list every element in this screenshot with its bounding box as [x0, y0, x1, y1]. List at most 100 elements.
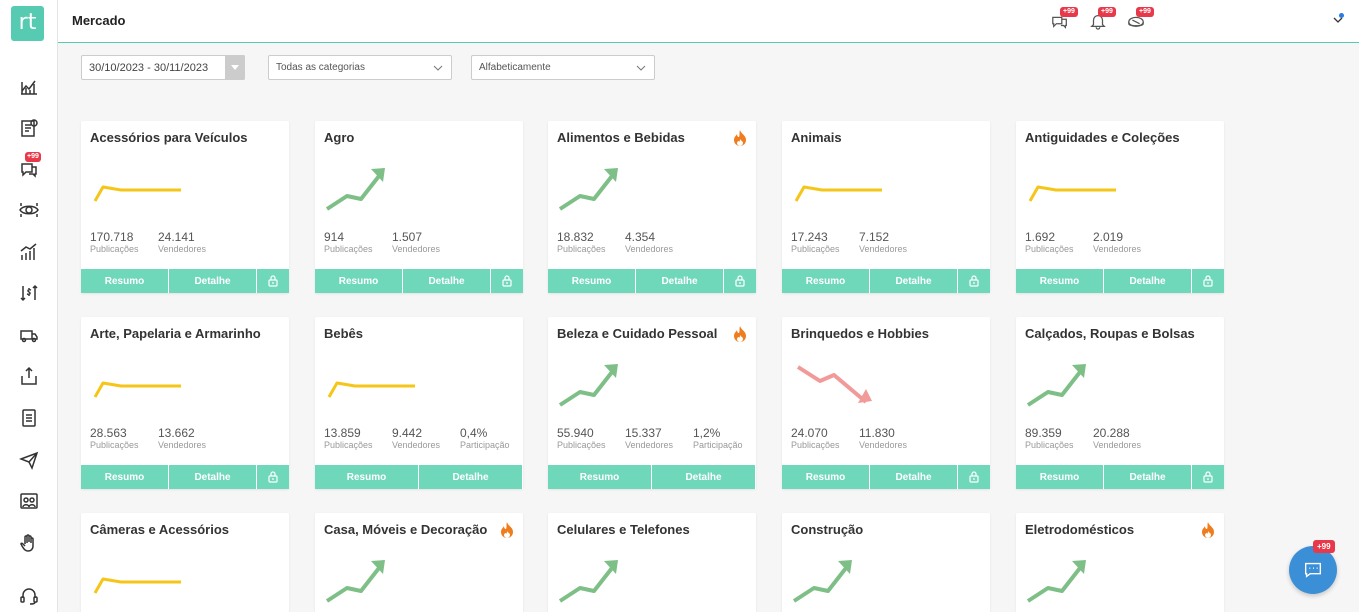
detalhe-button[interactable]: Detalhe: [169, 269, 257, 293]
nav-eye-icon[interactable]: [17, 198, 41, 222]
publicacoes-label: Publicações: [324, 440, 373, 450]
trend-arrowhead: [838, 560, 852, 574]
category-card: Celulares e Telefones: [548, 513, 756, 612]
category-card: Bebês 13.859 Publicações 9.442: [315, 317, 523, 489]
lock-button[interactable]: [724, 269, 756, 293]
lock-button[interactable]: [958, 465, 990, 489]
publicacoes-label: Publicações: [90, 440, 139, 450]
category-card: Agro 914 Publicações 1.507: [315, 121, 523, 293]
category-stats: 89.359 Publicações 20.288 Vendedores: [1025, 426, 1161, 451]
chat-fab-badge: +99: [1313, 540, 1335, 553]
app-logo[interactable]: rt: [11, 6, 44, 41]
nav-document-icon[interactable]: [17, 406, 41, 430]
publicacoes-stat: 170.718 Publicações: [90, 230, 158, 255]
category-stats: 24.070 Publicações 11.830 Vendedores: [791, 427, 927, 451]
nav-money-transfer-icon[interactable]: [17, 281, 41, 305]
nav-users-icon[interactable]: [17, 489, 41, 513]
trend-sparkline: [1028, 185, 1116, 202]
nav-upload-box-icon[interactable]: [17, 364, 41, 388]
publicacoes-label: Publicações: [90, 244, 139, 254]
messages-icon[interactable]: +99: [1051, 7, 1078, 30]
publicacoes-label: Publicações: [557, 244, 606, 254]
resumo-button[interactable]: Resumo: [81, 465, 169, 489]
date-range-picker[interactable]: 30/10/2023 - 30/11/2023: [81, 55, 245, 80]
participacao-value: 0,4%: [460, 426, 488, 440]
lock-icon: [735, 275, 745, 287]
trend-sparkline: [325, 560, 385, 603]
resumo-button[interactable]: Resumo: [782, 269, 870, 293]
nav-hand-icon[interactable]: [17, 531, 41, 555]
detalhe-button[interactable]: Detalhe: [419, 465, 523, 489]
publicacoes-value: 55.940: [557, 426, 594, 440]
vendedores-stat: 4.354 Vendedores: [625, 231, 693, 255]
category-title: Animais: [791, 130, 842, 145]
bell-icon[interactable]: +99: [1089, 7, 1116, 30]
trend-arrowhead: [604, 364, 618, 378]
publicacoes-value: 89.359: [1025, 426, 1062, 440]
trend-sparkline: [794, 185, 882, 202]
nav-paper-plane-icon[interactable]: [17, 448, 41, 472]
trend-sparkline: [558, 560, 618, 603]
nav-invoice-icon[interactable]: [17, 116, 41, 140]
nav-bar-chart-icon[interactable]: [10, 233, 48, 271]
publicacoes-label: Publicações: [791, 440, 840, 450]
category-title: Calçados, Roupas e Bolsas: [1025, 326, 1195, 341]
nav-chart-line-icon[interactable]: [17, 74, 41, 98]
trend-sparkline: [558, 168, 618, 211]
publicacoes-value: 170.718: [90, 230, 134, 244]
detalhe-button[interactable]: Detalhe: [636, 269, 724, 293]
card-actions: Resumo Detalhe: [1016, 465, 1224, 489]
publicacoes-value: 18.832: [557, 230, 594, 244]
lock-button[interactable]: [958, 269, 990, 293]
detalhe-button[interactable]: Detalhe: [652, 465, 756, 489]
resumo-button[interactable]: Resumo: [1016, 465, 1104, 489]
card-actions: Resumo Detalhe: [782, 269, 990, 293]
resumo-button[interactable]: Resumo: [782, 465, 870, 489]
resumo-button[interactable]: Resumo: [81, 269, 169, 293]
category-title: Antiguidades e Coleções: [1025, 130, 1180, 145]
card-actions: Resumo Detalhe: [1016, 269, 1224, 293]
detalhe-button[interactable]: Detalhe: [870, 465, 958, 489]
lock-button[interactable]: [257, 269, 289, 293]
lock-button[interactable]: [491, 269, 523, 293]
nav-truck-icon[interactable]: [17, 323, 41, 347]
package-icon[interactable]: +99: [1127, 7, 1154, 30]
trend-arrowhead: [1072, 364, 1086, 378]
vendedores-stat: 7.152 Vendedores: [859, 231, 927, 255]
trend-line: [558, 566, 614, 603]
category-stats: 17.243 Publicações 7.152 Vendedores: [791, 231, 927, 255]
resumo-button[interactable]: Resumo: [315, 269, 403, 293]
vendedores-label: Vendedores: [625, 244, 674, 254]
trend-line: [325, 174, 381, 211]
sort-select[interactable]: Alfabeticamente: [471, 55, 655, 80]
lock-button[interactable]: [257, 465, 289, 489]
detalhe-button[interactable]: Detalhe: [870, 269, 958, 293]
resumo-button[interactable]: Resumo: [1016, 269, 1104, 293]
vendedores-stat: 9.442 Vendedores: [392, 427, 460, 451]
detalhe-button[interactable]: Detalhe: [1104, 465, 1192, 489]
nav-chat-bubbles-icon[interactable]: +99: [17, 152, 41, 181]
lock-button[interactable]: [1192, 269, 1224, 293]
trend-line: [1028, 185, 1116, 202]
category-card: Construção: [782, 513, 990, 612]
fire-icon: [1202, 522, 1214, 538]
detalhe-button[interactable]: Detalhe: [169, 465, 257, 489]
publicacoes-label: Publicações: [557, 440, 606, 450]
nav-headset-icon[interactable]: [17, 584, 41, 608]
category-select[interactable]: Todas as categorias: [268, 55, 452, 80]
lock-button[interactable]: [1192, 465, 1224, 489]
vendedores-stat: 2.019 Vendedores: [1093, 231, 1161, 255]
user-menu-chevron-icon[interactable]: [1333, 15, 1343, 25]
vendedores-stat: 11.830 Vendedores: [859, 427, 927, 451]
resumo-button[interactable]: Resumo: [315, 465, 419, 489]
chat-support-button[interactable]: +99: [1289, 540, 1337, 594]
resumo-button[interactable]: Resumo: [548, 465, 652, 489]
detalhe-button[interactable]: Detalhe: [403, 269, 491, 293]
vendedores-label: Vendedores: [625, 440, 674, 450]
fire-icon: [734, 130, 746, 146]
trend-line: [558, 370, 614, 407]
resumo-button[interactable]: Resumo: [548, 269, 636, 293]
vendedores-label: Vendedores: [158, 244, 207, 254]
date-dropdown-button[interactable]: [225, 55, 245, 80]
detalhe-button[interactable]: Detalhe: [1104, 269, 1192, 293]
